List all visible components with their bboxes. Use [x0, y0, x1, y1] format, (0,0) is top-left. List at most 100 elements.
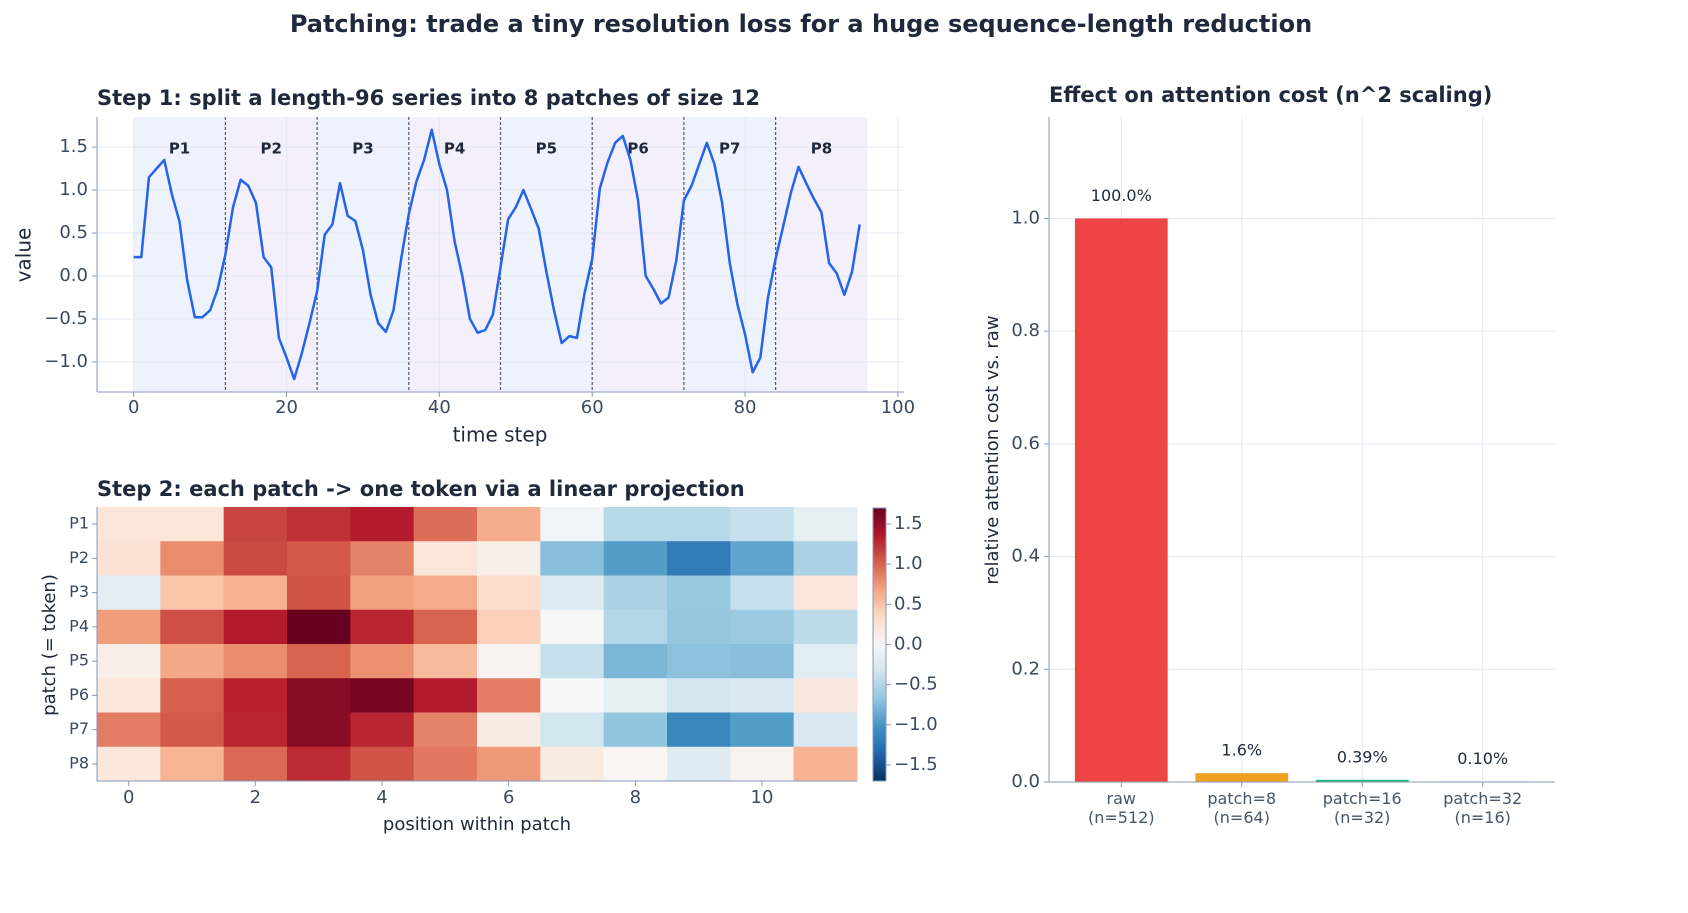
heatmap-cell — [667, 746, 731, 782]
x-tick-label: patch=32 (n=16) — [1443, 789, 1523, 827]
heatmap-cell — [223, 712, 288, 748]
y-tick-label: −1.0 — [44, 351, 88, 372]
patch-label: P6 — [627, 140, 648, 158]
heatmap-cell — [730, 644, 795, 679]
heatmap-cell — [477, 712, 541, 748]
colorbar-tick-label: −0.5 — [894, 674, 938, 695]
x-tick-label: 0 — [123, 787, 134, 808]
heatmap-cell — [540, 746, 605, 782]
x-tick-label: 80 — [734, 397, 757, 418]
patch-label: P7 — [719, 140, 740, 158]
patch-label: P5 — [536, 140, 557, 158]
y-tick-label: 0.4 — [1011, 546, 1040, 567]
chart-title: Step 1: split a length-96 series into 8 … — [97, 86, 760, 110]
heatmap-cell — [540, 541, 605, 576]
patch-label: P3 — [352, 140, 373, 158]
heatmap-cell — [793, 541, 858, 576]
heatmap-cell — [223, 507, 288, 542]
x-axis-label: time step — [453, 423, 548, 447]
y-tick-label: P2 — [69, 548, 89, 567]
value-label: 100.0% — [1091, 186, 1152, 205]
colorbar-tick-label: 0.5 — [894, 593, 923, 614]
x-tick-label: 0 — [128, 397, 139, 418]
heatmap-cell — [160, 507, 225, 542]
y-tick-label: P7 — [69, 719, 89, 738]
figure-title: Patching: trade a tiny resolution loss f… — [290, 10, 1312, 38]
y-tick-label: 1.5 — [59, 136, 88, 157]
patch-label: P2 — [261, 140, 282, 158]
value-label: 0.10% — [1457, 749, 1508, 768]
patch-span — [500, 117, 593, 392]
heatmap-cell — [603, 678, 668, 713]
heatmap-cell — [793, 644, 858, 679]
y-tick-label: 0.0 — [59, 265, 88, 286]
heatmap-cell — [667, 507, 731, 542]
y-tick-label: P1 — [69, 514, 89, 533]
patch-span — [775, 117, 868, 392]
heatmap-cell — [97, 575, 161, 611]
x-tick-label: 8 — [630, 787, 641, 808]
heatmap-cell — [223, 541, 288, 576]
heatmap-cell — [97, 609, 161, 645]
y-tick-label: −0.5 — [44, 308, 88, 329]
heatmap-cell — [603, 712, 668, 748]
heatmap-cell — [540, 575, 605, 611]
colorbar-tick-label: −1.5 — [894, 754, 938, 775]
y-axis-label: patch (= token) — [39, 574, 60, 716]
heatmap-cell — [603, 575, 668, 611]
heatmap-cell — [793, 609, 858, 645]
colorbar-tick-label: 1.0 — [894, 553, 923, 574]
bar — [1074, 218, 1168, 782]
heatmap-cell — [287, 644, 351, 679]
heatmap-cell — [350, 678, 415, 713]
heatmap-cell — [350, 609, 415, 645]
heatmap-cell — [477, 644, 541, 679]
x-tick-label: raw (n=512) — [1087, 789, 1155, 827]
heatmap-cell — [477, 746, 541, 782]
heatmap-cell — [160, 609, 225, 645]
x-tick-label: patch=8 (n=64) — [1207, 789, 1277, 827]
heatmap-cell — [223, 746, 288, 782]
heatmap-cell — [477, 609, 541, 645]
y-tick-label: 0.6 — [1011, 433, 1040, 454]
heatmap-cell — [287, 507, 351, 542]
y-tick-label: P4 — [69, 616, 89, 635]
colorbar-tick-label: −1.0 — [894, 714, 938, 735]
heatmap-cell — [603, 507, 668, 542]
x-axis-label: position within patch — [383, 814, 571, 835]
heatmap-cell — [97, 507, 161, 542]
x-tick-label: 40 — [428, 397, 451, 418]
heatmap-cell — [603, 746, 668, 782]
heatmap-cell — [160, 644, 225, 679]
heatmap-cell — [97, 746, 161, 782]
heatmap-cell — [540, 507, 605, 542]
patch-label: P1 — [169, 140, 190, 158]
y-tick-label: 1.0 — [1011, 207, 1040, 228]
patch-span — [133, 117, 226, 392]
heatmap-cell — [730, 678, 795, 713]
y-tick-label: P8 — [69, 753, 89, 772]
y-tick-label: 0.8 — [1011, 320, 1040, 341]
bar — [1315, 779, 1409, 782]
patch-label: P4 — [444, 140, 465, 158]
heatmap-cell — [477, 507, 541, 542]
heatmap-cell — [667, 575, 731, 611]
y-tick-label: P3 — [69, 582, 89, 601]
heatmap-cell — [477, 575, 541, 611]
heatmap-cell — [350, 746, 415, 782]
heatmap-cell — [287, 609, 351, 645]
heatmap-cell — [160, 678, 225, 713]
colorbar-tick-label: 1.5 — [894, 513, 923, 534]
heatmap-cell — [413, 575, 478, 611]
x-tick-label: 10 — [751, 787, 774, 808]
chart-title: Effect on attention cost (n^2 scaling) — [1049, 83, 1492, 107]
heatmap-cell — [730, 507, 795, 542]
y-tick-label: 0.0 — [1011, 771, 1040, 792]
heatmap-cell — [793, 575, 858, 611]
heatmap-cell — [603, 644, 668, 679]
heatmap-cell — [160, 712, 225, 748]
heatmap-cell — [350, 507, 415, 542]
y-tick-label: 1.0 — [59, 179, 88, 200]
y-tick-label: P6 — [69, 685, 89, 704]
heatmap-cell — [667, 644, 731, 679]
